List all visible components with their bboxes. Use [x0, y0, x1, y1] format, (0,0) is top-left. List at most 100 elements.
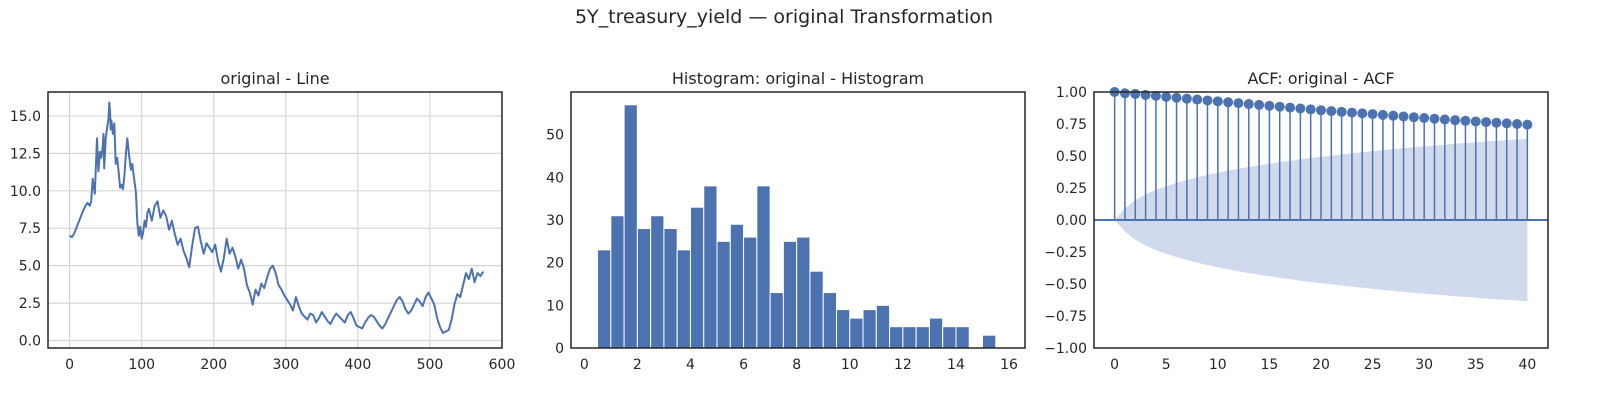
x-tick-label: 40	[1518, 357, 1536, 373]
y-tick-label: 0	[555, 341, 564, 357]
y-tick-label: −0.50	[1044, 277, 1087, 293]
y-tick-label: 15.0	[10, 109, 41, 125]
histogram-bar	[610, 215, 625, 349]
x-tick-label: 6	[739, 357, 748, 373]
acf-point	[1316, 105, 1326, 116]
line-chart-panel: 0 100 200 300 400 500 600 0.0 2.5 5.0 7.5 10.0 12.5 1…	[10, 69, 516, 373]
acf-point	[1481, 117, 1492, 128]
acf-point	[1408, 112, 1419, 123]
x-tick-label: 15	[1260, 357, 1278, 373]
x-tick-label: 2	[633, 357, 642, 373]
acf-point	[1367, 109, 1378, 120]
histogram-bar	[955, 326, 970, 349]
histogram-bar	[729, 223, 745, 349]
axes-frame	[1093, 91, 1549, 349]
x-tick-label: 10	[1209, 357, 1227, 373]
x-tick-label: 600	[489, 357, 516, 373]
histogram-bar	[636, 228, 652, 349]
x-tick-label: 100	[128, 357, 155, 373]
acf-point	[1512, 119, 1523, 129]
histogram-bar	[928, 317, 944, 349]
axes-frame	[47, 91, 503, 349]
x-tick-label: 12	[894, 357, 912, 373]
acf-point	[1192, 94, 1203, 105]
x-tick-label: 35	[1467, 357, 1485, 373]
y-tick-label: −0.25	[1044, 245, 1087, 261]
acf-point	[1130, 88, 1141, 99]
acf-point	[1161, 91, 1172, 102]
acf-point	[1202, 95, 1213, 106]
histogram-bar	[809, 270, 824, 349]
x-tick-label: 0	[65, 357, 74, 373]
acf-point	[1470, 116, 1481, 127]
acf-point	[1274, 101, 1285, 112]
y-tick-label: 0.00	[1056, 213, 1087, 229]
panel-title: original - Line	[220, 69, 329, 88]
series-line	[69, 101, 485, 334]
acf-point	[1243, 99, 1254, 110]
x-tick-label: 0	[1110, 357, 1119, 373]
acf-point	[1119, 88, 1130, 99]
x-tick-label: 500	[417, 357, 444, 373]
x-tick-label: 14	[947, 357, 965, 373]
acf-point	[1212, 96, 1223, 107]
acf-point	[1150, 90, 1161, 101]
histogram-bar	[756, 185, 771, 349]
panel-title: ACF: original - ACF	[1247, 69, 1394, 88]
y-tick-label: 10	[546, 298, 564, 314]
histogram-bar	[650, 215, 665, 349]
y-tick-label: 5.0	[19, 259, 41, 275]
histogram-bar	[796, 236, 811, 349]
acf-point	[1295, 103, 1306, 114]
histogram-bar	[822, 292, 837, 349]
histogram-bar	[982, 334, 997, 349]
y-tick-label: 1.00	[1056, 85, 1087, 101]
histogram-bar	[862, 309, 877, 349]
x-tick-label: 30	[1415, 357, 1433, 373]
histogram-bar	[703, 185, 718, 349]
y-tick-label: −1.00	[1044, 341, 1087, 357]
acf-point	[1346, 107, 1357, 118]
axes-frame	[570, 91, 1026, 349]
histogram-bar	[597, 249, 612, 349]
acf-point	[1429, 113, 1440, 124]
x-tick-label: 4	[686, 357, 695, 373]
x-tick-label: 200	[200, 357, 227, 373]
histogram-bar	[889, 326, 904, 349]
acf-point	[1285, 102, 1296, 113]
acf-point	[1439, 114, 1450, 125]
y-tick-label: 2.5	[19, 296, 41, 312]
y-tick-label: 0.0	[19, 334, 41, 350]
acf-point	[1233, 98, 1244, 109]
x-tick-label: 400	[345, 357, 372, 373]
acf-point	[1357, 108, 1368, 119]
acf-point	[1181, 93, 1192, 104]
acf-point	[1254, 99, 1265, 110]
acf-point	[1305, 104, 1316, 115]
histogram-bar	[835, 309, 851, 349]
acf-point	[1336, 106, 1347, 117]
acf-point	[1450, 115, 1461, 126]
histogram-bar	[676, 249, 691, 349]
acf-point	[1460, 115, 1471, 126]
panel-title: Histogram: original - Histogram	[672, 69, 924, 88]
histogram-bar	[849, 317, 864, 349]
acf-point	[1223, 97, 1234, 108]
y-tick-label: 0.50	[1056, 149, 1087, 165]
acf-point	[1171, 92, 1182, 103]
acf-point	[1264, 100, 1275, 111]
x-tick-label: 300	[272, 357, 299, 373]
y-tick-label: 30	[546, 213, 564, 229]
histogram-bar	[902, 326, 917, 349]
x-tick-label: 20	[1312, 357, 1330, 373]
histogram-bar	[915, 326, 930, 349]
histogram-bar	[782, 240, 798, 349]
acf-point	[1326, 106, 1337, 117]
y-tick-label: −0.75	[1044, 309, 1087, 325]
x-tick-label: 5	[1162, 357, 1171, 373]
y-tick-label: 10.0	[10, 184, 41, 200]
acf-point	[1491, 117, 1502, 128]
y-tick-label: 12.5	[10, 146, 41, 162]
x-tick-label: 8	[792, 357, 801, 373]
